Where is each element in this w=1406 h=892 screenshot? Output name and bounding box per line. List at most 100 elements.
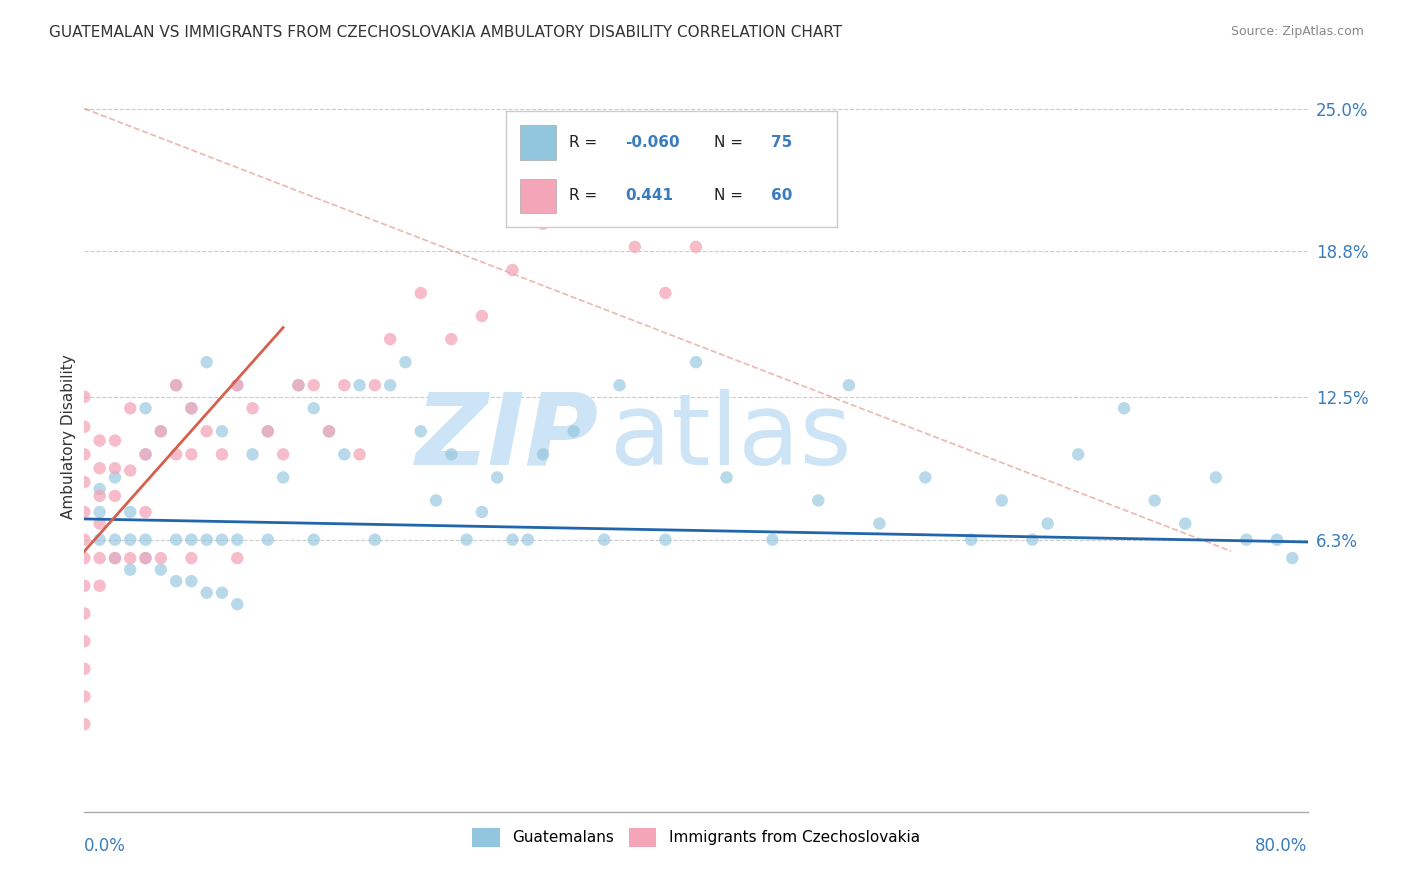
Point [73, 717, 96, 731]
Point [120, 563, 142, 577]
Point [120, 463, 142, 477]
Point [333, 447, 356, 461]
Point [593, 533, 616, 547]
Point [349, 447, 371, 461]
Point [1021, 533, 1043, 547]
Point [89, 516, 111, 531]
Point [73, 505, 96, 519]
Point [180, 574, 202, 589]
Point [257, 425, 280, 439]
Point [486, 470, 509, 484]
Point [271, 470, 294, 484]
Point [593, 194, 616, 208]
Point [89, 489, 111, 503]
Point [380, 332, 402, 346]
Point [135, 551, 157, 566]
Point [271, 447, 294, 461]
Point [456, 533, 478, 547]
Text: atlas: atlas [610, 389, 852, 485]
Point [991, 493, 1014, 508]
Point [89, 533, 111, 547]
Point [195, 355, 218, 369]
Point [149, 425, 172, 439]
Point [409, 425, 432, 439]
Point [425, 493, 447, 508]
Point [104, 470, 127, 484]
Point [120, 505, 142, 519]
Point [531, 447, 554, 461]
Point [180, 533, 202, 547]
Text: GUATEMALAN VS IMMIGRANTS FROM CZECHOSLOVAKIA AMBULATORY DISABILITY CORRELATION C: GUATEMALAN VS IMMIGRANTS FROM CZECHOSLOV… [49, 25, 842, 40]
Point [73, 447, 96, 461]
Point [685, 240, 707, 254]
Point [135, 551, 157, 566]
Point [135, 533, 157, 547]
Point [195, 533, 218, 547]
Point [1205, 470, 1227, 484]
Point [242, 401, 264, 416]
Text: 0.0%: 0.0% [84, 837, 127, 855]
Text: 80.0%: 80.0% [1256, 837, 1308, 855]
Point [104, 551, 127, 566]
Point [195, 585, 218, 599]
Point [807, 493, 830, 508]
Point [838, 378, 860, 392]
Point [73, 533, 96, 547]
Point [211, 533, 233, 547]
Point [180, 401, 202, 416]
Point [226, 597, 249, 611]
Point [257, 425, 280, 439]
Point [257, 533, 280, 547]
Point [242, 447, 264, 461]
Point [104, 461, 127, 475]
Point [1114, 401, 1136, 416]
Point [73, 662, 96, 676]
Point [180, 401, 202, 416]
Point [104, 551, 127, 566]
Point [211, 585, 233, 599]
Point [73, 475, 96, 489]
Point [104, 533, 127, 547]
Point [135, 505, 157, 519]
Point [165, 533, 187, 547]
Point [440, 332, 463, 346]
Point [149, 563, 172, 577]
Point [471, 505, 494, 519]
Point [440, 447, 463, 461]
Point [226, 378, 249, 392]
Point [318, 425, 340, 439]
Point [960, 533, 983, 547]
Point [409, 285, 432, 300]
Point [502, 533, 524, 547]
Point [73, 690, 96, 704]
Point [135, 447, 157, 461]
Point [165, 378, 187, 392]
Point [73, 390, 96, 404]
Point [685, 355, 707, 369]
Point [302, 378, 325, 392]
Y-axis label: Ambulatory Disability: Ambulatory Disability [60, 355, 76, 519]
Point [1036, 516, 1059, 531]
Point [380, 378, 402, 392]
Point [364, 533, 387, 547]
Point [89, 579, 111, 593]
Point [195, 425, 218, 439]
Point [180, 551, 202, 566]
Point [165, 574, 187, 589]
Point [73, 419, 96, 434]
Text: Source: ZipAtlas.com: Source: ZipAtlas.com [1230, 25, 1364, 38]
Point [1265, 533, 1288, 547]
Point [89, 551, 111, 566]
Point [562, 425, 585, 439]
Point [869, 516, 891, 531]
Point [73, 579, 96, 593]
Point [165, 378, 187, 392]
Text: ZIP: ZIP [415, 389, 598, 485]
Point [1067, 447, 1090, 461]
Point [333, 378, 356, 392]
Point [120, 551, 142, 566]
Point [716, 470, 738, 484]
Point [135, 447, 157, 461]
Point [226, 533, 249, 547]
Point [73, 551, 96, 566]
